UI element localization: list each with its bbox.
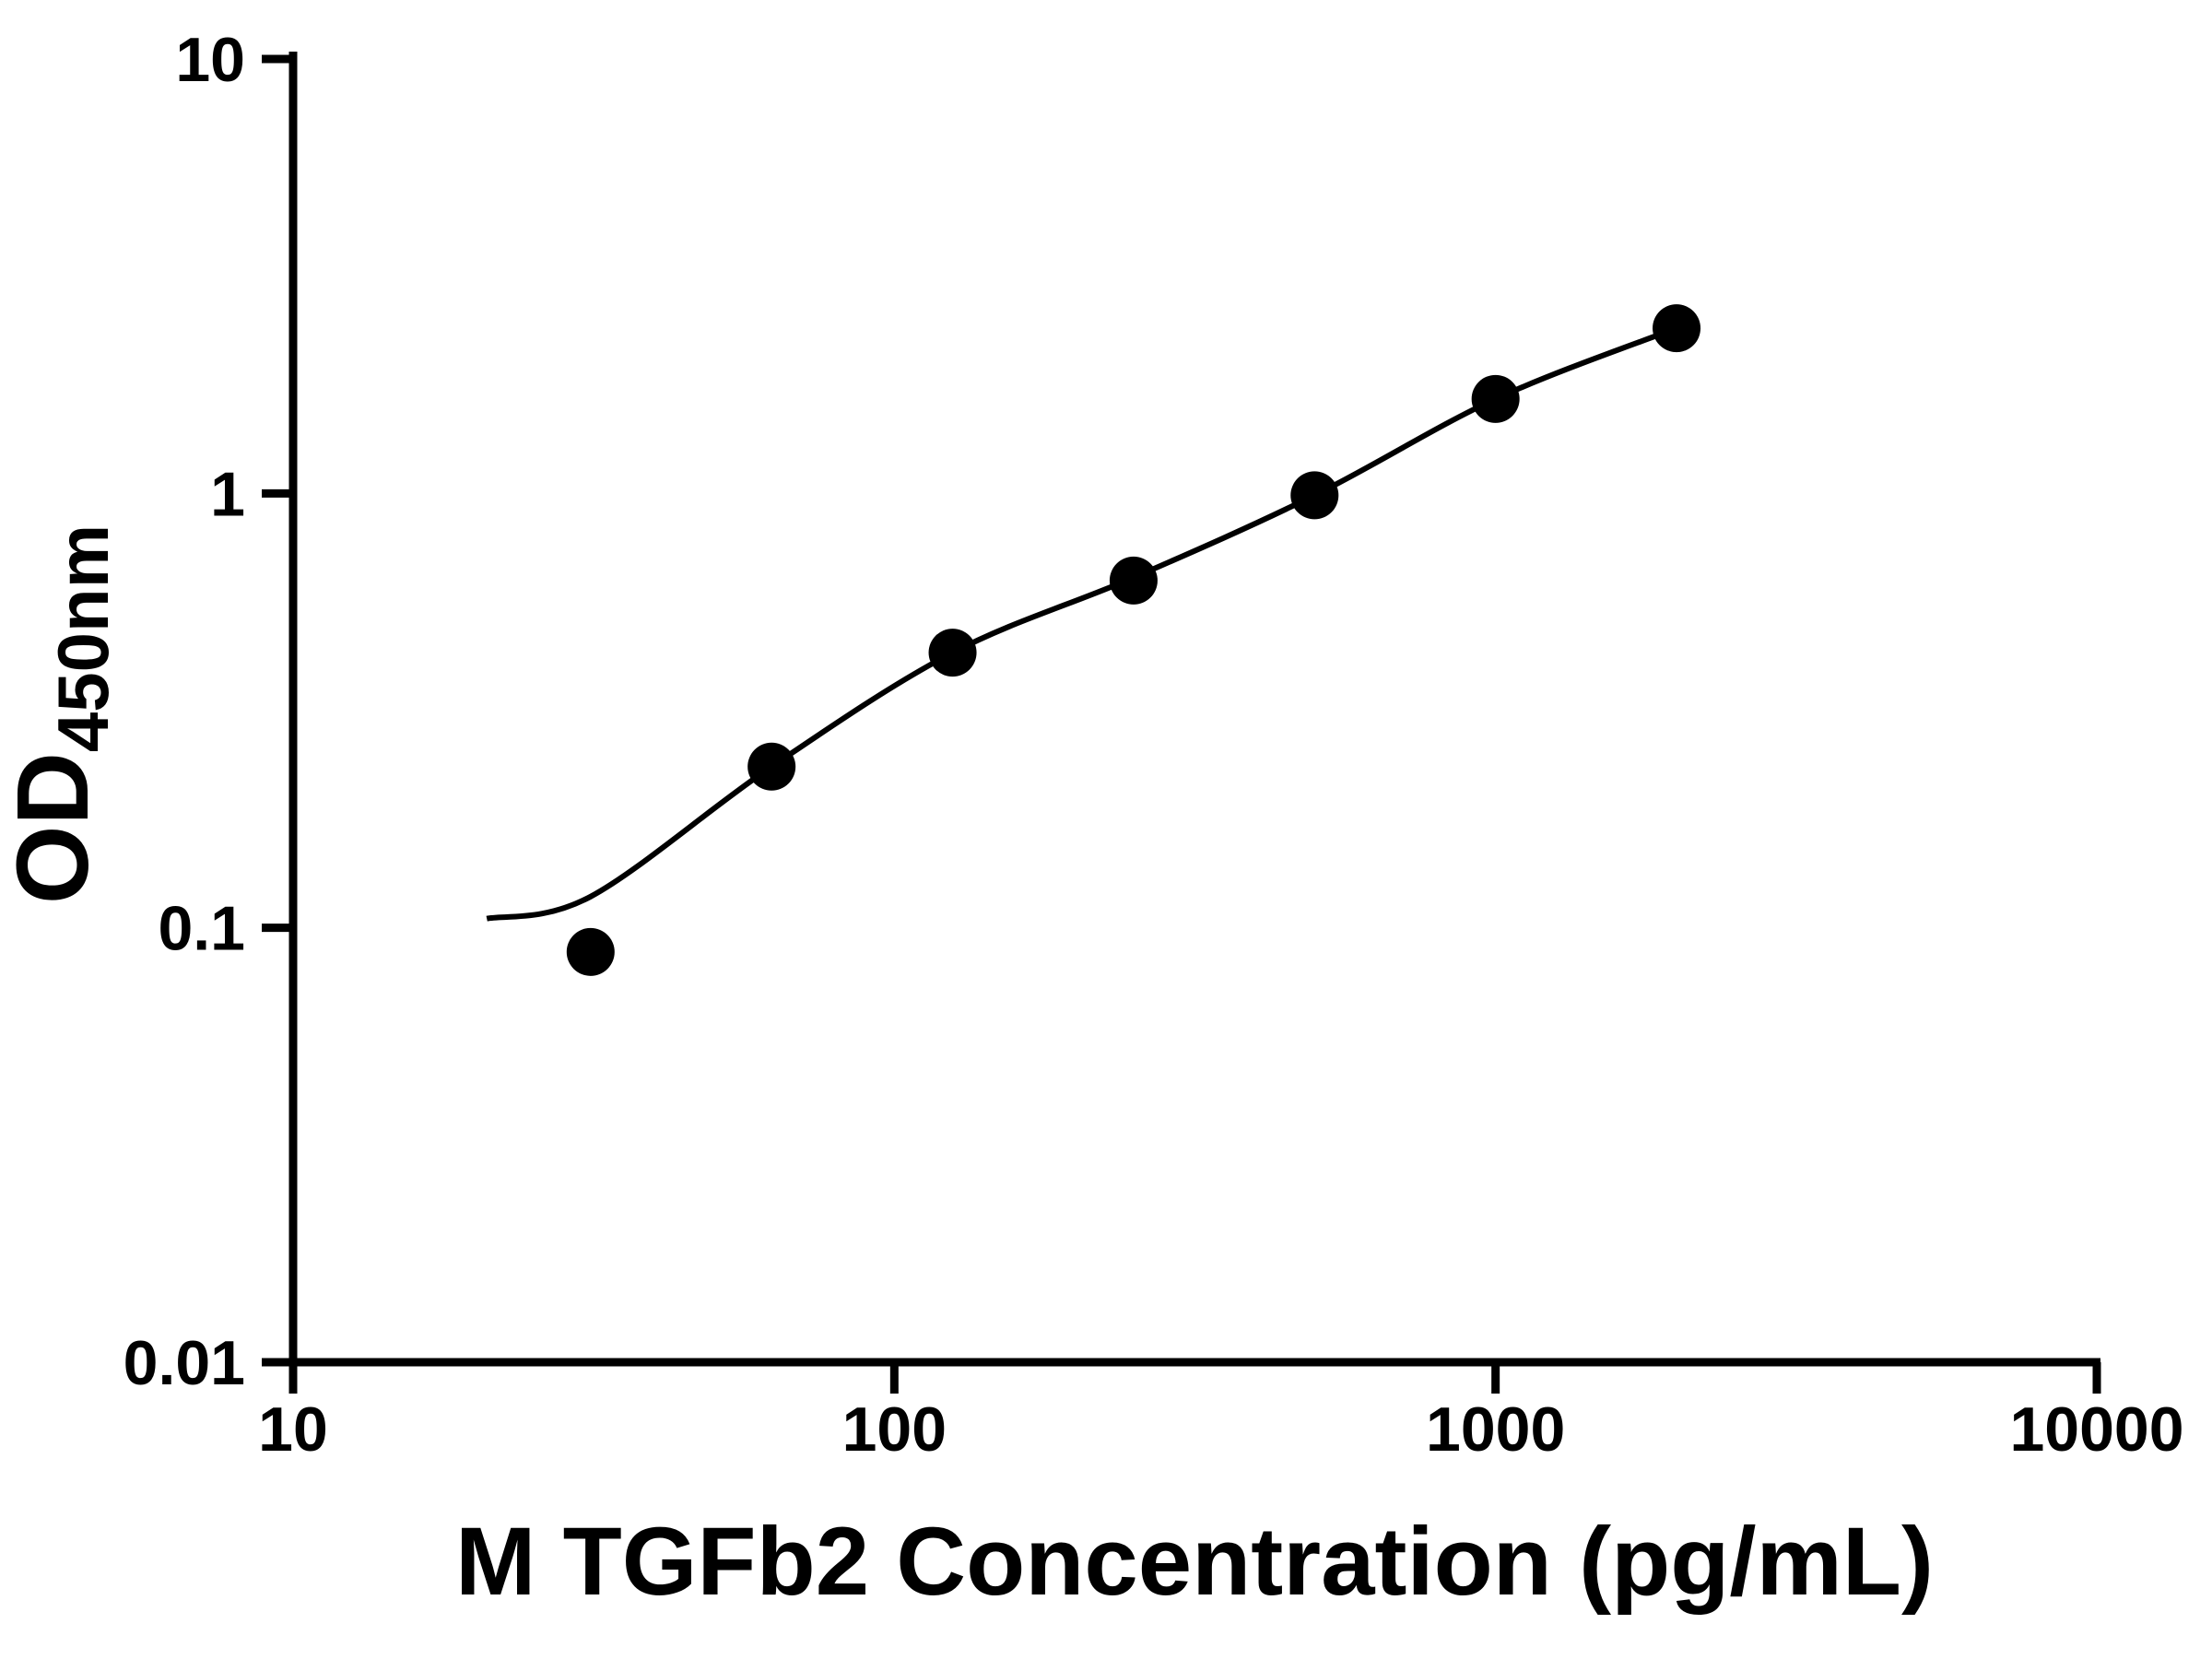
data-point	[928, 629, 977, 677]
data-point	[1653, 304, 1701, 353]
y-axis-title-main: OD	[0, 752, 110, 904]
x-tick-label: 10	[258, 1394, 328, 1465]
y-tick-label: 0.01	[124, 1328, 245, 1398]
y-tick-label: 1	[210, 459, 245, 529]
data-point	[566, 927, 615, 976]
data-point	[1109, 556, 1158, 605]
x-tick-label: 10000	[2009, 1394, 2183, 1465]
x-tick-label: 100	[842, 1394, 947, 1465]
x-axis-title: M TGFb2 Concentration (pg/mL)	[455, 1508, 1934, 1616]
data-point	[747, 742, 796, 791]
data-point	[1290, 471, 1339, 520]
y-axis-title-sub: 450nm	[42, 524, 124, 752]
plot-layer: 10 100 1000 10000 0.01 0.1 1 10	[124, 25, 2184, 1465]
data-point	[1471, 374, 1520, 423]
x-tick-label: 1000	[1426, 1394, 1565, 1465]
y-axis-title: OD450nm	[0, 524, 124, 904]
y-tick-label: 0.1	[158, 894, 245, 964]
y-tick-label: 10	[175, 25, 245, 95]
